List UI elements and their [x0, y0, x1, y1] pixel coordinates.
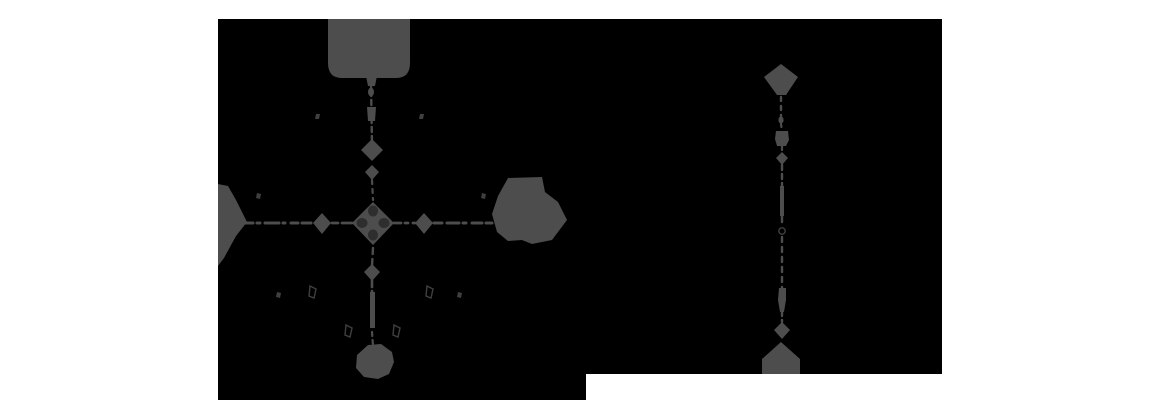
left-panel: [218, 19, 586, 400]
right-panel: [586, 19, 942, 374]
